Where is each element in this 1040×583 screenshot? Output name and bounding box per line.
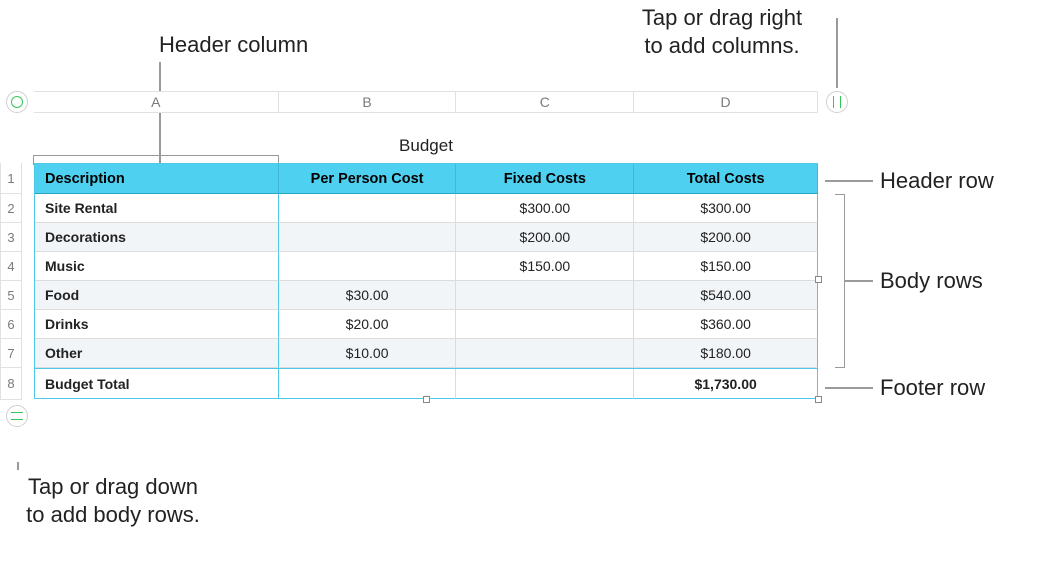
body-cell[interactable] <box>456 339 634 368</box>
callout-header-column: Header column <box>159 31 308 59</box>
callout-body-rows: Body rows <box>880 267 983 295</box>
callout-line <box>825 387 873 389</box>
body-cell[interactable]: $20.00 <box>279 310 457 339</box>
callout-line <box>17 462 19 470</box>
callout-line <box>845 280 873 282</box>
data-table: Description Per Person Cost Fixed Costs … <box>34 163 818 399</box>
table-row: Drinks $20.00 $360.00 <box>35 310 818 339</box>
body-cell[interactable] <box>456 281 634 310</box>
footer-cell[interactable] <box>279 369 457 399</box>
body-cell[interactable] <box>456 310 634 339</box>
column-header-bar: A B C D <box>34 91 818 113</box>
header-cell[interactable]: Total Costs <box>634 164 818 194</box>
body-cell[interactable]: $150.00 <box>634 252 818 281</box>
body-cell[interactable]: $300.00 <box>634 194 818 223</box>
callout-header-row: Header row <box>880 167 994 195</box>
table-footer-row: Budget Total $1,730.00 <box>35 368 818 399</box>
body-cell[interactable]: $150.00 <box>456 252 634 281</box>
body-cell[interactable]: $540.00 <box>634 281 818 310</box>
body-cell[interactable]: Drinks <box>35 310 279 339</box>
body-cell[interactable]: Other <box>35 339 279 368</box>
table-header-row: Description Per Person Cost Fixed Costs … <box>35 164 818 194</box>
table-row: Other $10.00 $180.00 <box>35 339 818 368</box>
footer-cell[interactable]: $1,730.00 <box>634 369 818 399</box>
add-column-handle-icon[interactable] <box>826 91 848 113</box>
column-header[interactable]: D <box>633 92 817 112</box>
body-cell[interactable] <box>279 252 457 281</box>
row-header-bar: 1 2 3 4 5 6 7 8 <box>0 163 22 400</box>
body-cell[interactable]: $360.00 <box>634 310 818 339</box>
column-header[interactable]: C <box>455 92 633 112</box>
callout-add-columns: Tap or drag right to add columns. <box>612 4 832 59</box>
row-header[interactable]: 7 <box>1 338 21 367</box>
row-header[interactable]: 6 <box>1 309 21 338</box>
body-cell[interactable]: Decorations <box>35 223 279 252</box>
table-row: Music $150.00 $150.00 <box>35 252 818 281</box>
row-header[interactable]: 1 <box>1 163 21 193</box>
table-row: Food $30.00 $540.00 <box>35 281 818 310</box>
column-header[interactable]: B <box>278 92 456 112</box>
callout-add-body-rows: Tap or drag down to add body rows. <box>3 473 223 528</box>
body-cell[interactable]: $30.00 <box>279 281 457 310</box>
column-header[interactable]: A <box>34 92 278 112</box>
body-cell[interactable]: Site Rental <box>35 194 279 223</box>
footer-cell[interactable]: Budget Total <box>35 369 279 399</box>
table-row: Decorations $200.00 $200.00 <box>35 223 818 252</box>
body-cell[interactable] <box>279 223 457 252</box>
callout-bracket-body-rows <box>835 194 845 368</box>
callout-line <box>825 180 873 182</box>
header-cell[interactable]: Description <box>35 164 279 194</box>
body-cell[interactable]: $300.00 <box>456 194 634 223</box>
row-header[interactable]: 5 <box>1 280 21 309</box>
body-cell[interactable]: Food <box>35 281 279 310</box>
header-cell[interactable]: Per Person Cost <box>279 164 457 194</box>
callout-footer-row: Footer row <box>880 374 985 402</box>
callout-line <box>836 18 838 88</box>
table-title[interactable]: Budget <box>34 136 818 162</box>
table-select-handle-icon[interactable] <box>6 91 28 113</box>
row-header[interactable]: 4 <box>1 251 21 280</box>
footer-cell[interactable] <box>456 369 634 399</box>
header-cell[interactable]: Fixed Costs <box>456 164 634 194</box>
table-row: Site Rental $300.00 $300.00 <box>35 194 818 223</box>
body-cell[interactable]: $200.00 <box>456 223 634 252</box>
selection-handle-icon[interactable] <box>423 396 430 403</box>
body-cell[interactable]: Music <box>35 252 279 281</box>
selection-handle-icon[interactable] <box>815 276 822 283</box>
selection-handle-icon[interactable] <box>815 396 822 403</box>
body-cell[interactable]: $200.00 <box>634 223 818 252</box>
body-cell[interactable]: $10.00 <box>279 339 457 368</box>
row-header[interactable]: 8 <box>1 367 21 398</box>
row-header[interactable]: 2 <box>1 193 21 222</box>
add-row-handle-icon[interactable] <box>6 405 28 427</box>
body-cell[interactable] <box>279 194 457 223</box>
body-cell[interactable]: $180.00 <box>634 339 818 368</box>
row-header[interactable]: 3 <box>1 222 21 251</box>
